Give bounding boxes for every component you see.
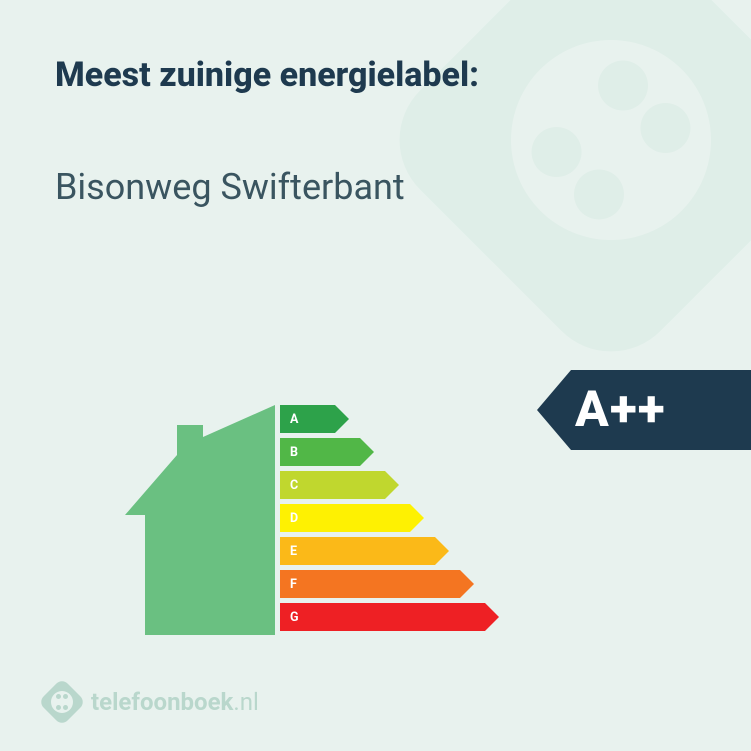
chevron-right-icon — [335, 405, 349, 433]
energy-bar-e: E — [280, 537, 499, 565]
rating-value: A++ — [571, 370, 751, 450]
footer-logo-icon — [38, 678, 86, 726]
footer: telefoonboek.nl — [45, 685, 259, 719]
card: Meest zuinige energielabel: Bisonweg Swi… — [0, 0, 751, 751]
rating-arrow-icon — [537, 370, 571, 450]
energy-bars: ABCDEFG — [280, 405, 499, 636]
location-name: Bisonweg Swifterbant — [55, 166, 696, 208]
energy-bar-a: A — [280, 405, 499, 433]
footer-brand: telefoonboek.nl — [91, 688, 259, 716]
chevron-right-icon — [360, 438, 374, 466]
energy-bar-label: F — [280, 570, 460, 598]
energy-bar-label: D — [280, 504, 410, 532]
rating-tag: A++ — [537, 370, 751, 450]
energy-bar-f: F — [280, 570, 499, 598]
energy-bar-label: C — [280, 471, 385, 499]
energy-bar-label: G — [280, 603, 485, 631]
energy-bar-c: C — [280, 471, 499, 499]
energy-bar-label: B — [280, 438, 360, 466]
footer-brand-bold: telefoonboek — [91, 688, 233, 716]
chevron-right-icon — [385, 471, 399, 499]
energy-bar-g: G — [280, 603, 499, 631]
energy-bar-label: E — [280, 537, 435, 565]
energy-bar-b: B — [280, 438, 499, 466]
chevron-right-icon — [435, 537, 449, 565]
page-title: Meest zuinige energielabel: — [55, 55, 696, 96]
chevron-right-icon — [460, 570, 474, 598]
house-icon — [125, 405, 275, 635]
chevron-right-icon — [485, 603, 499, 631]
energy-bar-d: D — [280, 504, 499, 532]
energy-bar-label: A — [280, 405, 335, 433]
chevron-right-icon — [410, 504, 424, 532]
footer-brand-light: .nl — [233, 688, 258, 716]
